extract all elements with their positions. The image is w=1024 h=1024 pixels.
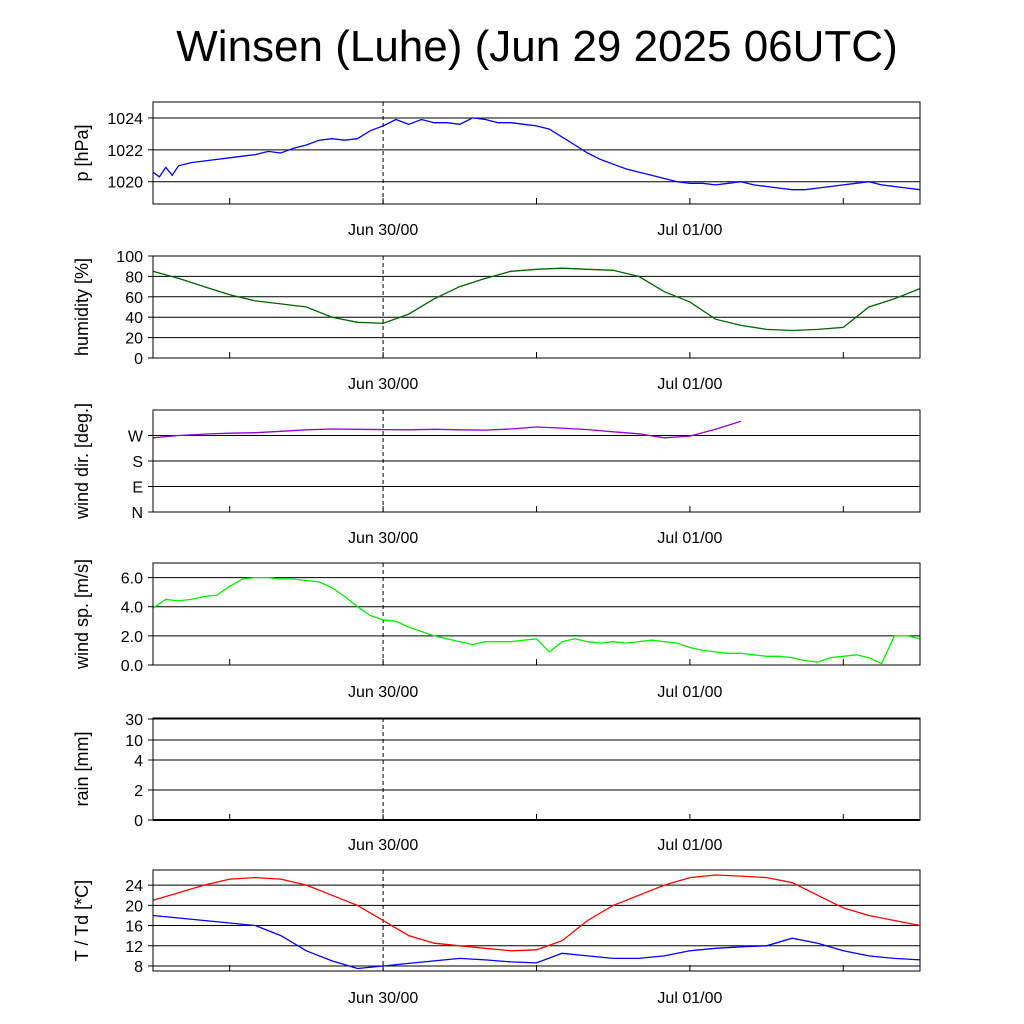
plot-frame [152, 562, 921, 666]
y-tick-label: 8 [134, 959, 143, 976]
y-tick-label: W [128, 429, 144, 446]
plot-frame [152, 409, 921, 513]
y-tick-label: 16 [125, 919, 143, 936]
chart-title: Winsen (Luhe) (Jun 29 2025 06UTC) [176, 22, 898, 71]
x-tick-label: Jul 01/00 [657, 837, 722, 854]
y-tick-label: 4 [134, 753, 143, 770]
y-axis-label: wind dir. [deg.] [72, 403, 92, 520]
y-tick-label: 0.0 [121, 658, 143, 675]
y-tick-label: 1020 [107, 175, 143, 192]
y-tick-label: 2.0 [121, 629, 143, 646]
y-axis-label: rain [mm] [72, 731, 92, 806]
x-tick-label: Jun 30/00 [348, 684, 418, 701]
y-tick-label: 1024 [107, 111, 143, 128]
y-tick-label: 2 [134, 783, 143, 800]
plot-frame [152, 869, 921, 972]
y-tick-label: 30 [125, 712, 143, 729]
wind_speed-series-line [152, 576, 921, 665]
y-tick-label: N [131, 505, 143, 522]
y-tick-label: 0 [134, 813, 143, 830]
y-tick-label: 0 [134, 351, 143, 368]
plot-frame [152, 717, 921, 821]
x-tick-label: Jul 01/00 [657, 376, 722, 393]
humidity-series-line [152, 267, 921, 332]
y-axis-label: humidity [%] [72, 258, 92, 356]
panel-wind_speed: 0.0 2.0 4.0 6.0 Jun 30/00 Jul 01/00 wind sp. [… [72, 559, 921, 701]
y-tick-label: 4.0 [121, 600, 143, 617]
panel-pressure: 1020 1022 1024 Jun 30/00 Jul 01/00 p [hPa] [72, 101, 921, 239]
plot-frame [152, 101, 921, 205]
y-tick-label: 6.0 [121, 571, 143, 588]
panel-rain: 0 2 4 10 30 Jun 30/00 Jul 01/00 rain [mm] [72, 712, 921, 854]
y-tick-label: 12 [125, 939, 143, 956]
y-axis-label: wind sp. [m/s] [72, 559, 92, 670]
y-tick-label: 10 [125, 733, 143, 750]
x-tick-label: Jul 01/00 [657, 684, 722, 701]
x-tick-label: Jun 30/00 [348, 376, 418, 393]
x-tick-label: Jul 01/00 [657, 530, 722, 547]
x-tick-label: Jun 30/00 [348, 530, 418, 547]
y-tick-label: 100 [116, 249, 143, 266]
x-tick-label: Jul 01/00 [657, 222, 722, 239]
y-tick-label: E [132, 480, 143, 497]
temperature-series-line [152, 874, 921, 952]
pressure-series-line [152, 117, 921, 191]
x-tick-label: Jun 30/00 [348, 990, 418, 1007]
panel-temperature: 8 12 16 20 24 Jun 30/00 Jul 01/00 T / Td [*C] [72, 869, 921, 1007]
y-tick-label: 60 [125, 290, 143, 307]
y-axis-label: p [hPa] [72, 124, 92, 181]
y-tick-label: 80 [125, 269, 143, 286]
x-tick-label: Jul 01/00 [657, 990, 722, 1007]
y-tick-label: S [132, 454, 143, 471]
wind_dir-series-line [152, 420, 742, 439]
y-tick-label: 20 [125, 898, 143, 915]
x-tick-label: Jun 30/00 [348, 837, 418, 854]
plot-frame [152, 255, 921, 359]
panel-humidity: 0 20 40 60 80 100 Jun 30/00 Jul 01/00 humidity [… [72, 249, 921, 393]
y-axis-label: T / Td [*C] [72, 880, 92, 961]
y-tick-label: 40 [125, 310, 143, 327]
x-tick-label: Jun 30/00 [348, 222, 418, 239]
y-tick-label: 1022 [107, 143, 143, 160]
y-tick-label: 20 [125, 331, 143, 348]
temperature-series-line [152, 914, 921, 970]
y-tick-label: 24 [125, 878, 143, 895]
